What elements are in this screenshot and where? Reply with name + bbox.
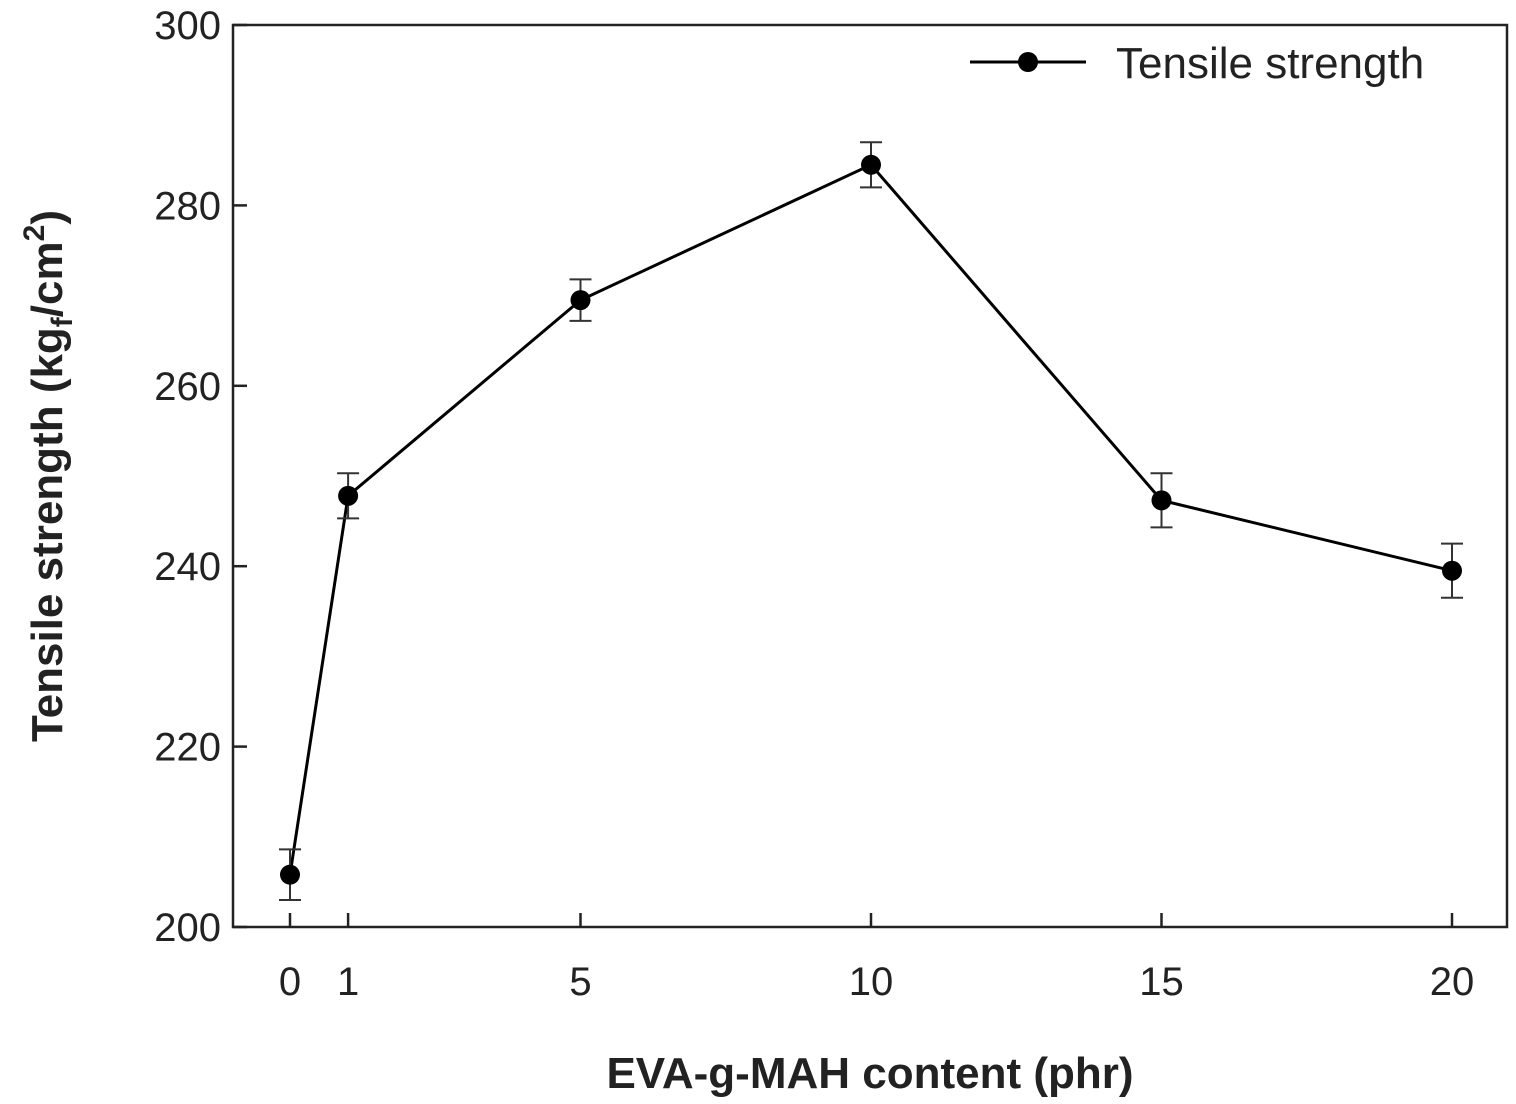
legend: Tensile strength	[970, 39, 1424, 88]
series-line	[288, 162, 1453, 875]
y-axis-title: Tensile strength (kgf/cm2)	[18, 210, 79, 742]
data-point	[861, 154, 881, 175]
x-axis-ticks: 0 1 5 10 15 20	[279, 913, 1474, 1004]
series-layer	[279, 141, 1463, 901]
x-tick-label: 10	[849, 960, 894, 1004]
x-tick-label: 20	[1430, 960, 1475, 1004]
x-tick-label: 1	[337, 960, 359, 1004]
data-point	[280, 864, 300, 885]
y-tick-label: 240	[154, 545, 221, 589]
data-point	[1151, 490, 1172, 511]
y-axis-title-subscript: f	[46, 316, 79, 327]
x-tick-label: 15	[1139, 960, 1184, 1004]
legend-marker	[1018, 52, 1038, 72]
y-axis-title-superscript: 2	[18, 225, 51, 242]
y-tick-label: 280	[154, 184, 221, 228]
data-point	[570, 290, 591, 311]
legend-label: Tensile strength	[1116, 39, 1424, 88]
y-axis-title-unit: /cm	[23, 241, 72, 317]
y-axis-title-close: )	[23, 210, 72, 225]
y-axis-title-main: Tensile strength (kg	[23, 327, 72, 742]
y-tick-label: 200	[154, 906, 221, 950]
y-axis-ticks: 200 220 240 260 280 300	[154, 4, 247, 950]
x-tick-label: 5	[569, 960, 591, 1004]
x-tick-label: 0	[279, 960, 301, 1004]
y-tick-label: 220	[154, 726, 221, 770]
data-point	[338, 485, 359, 506]
y-tick-label: 300	[154, 4, 221, 48]
x-axis-title: EVA-g-MAH content (phr)	[606, 1049, 1133, 1098]
data-point	[1442, 560, 1462, 581]
y-tick-label: 260	[154, 365, 221, 409]
